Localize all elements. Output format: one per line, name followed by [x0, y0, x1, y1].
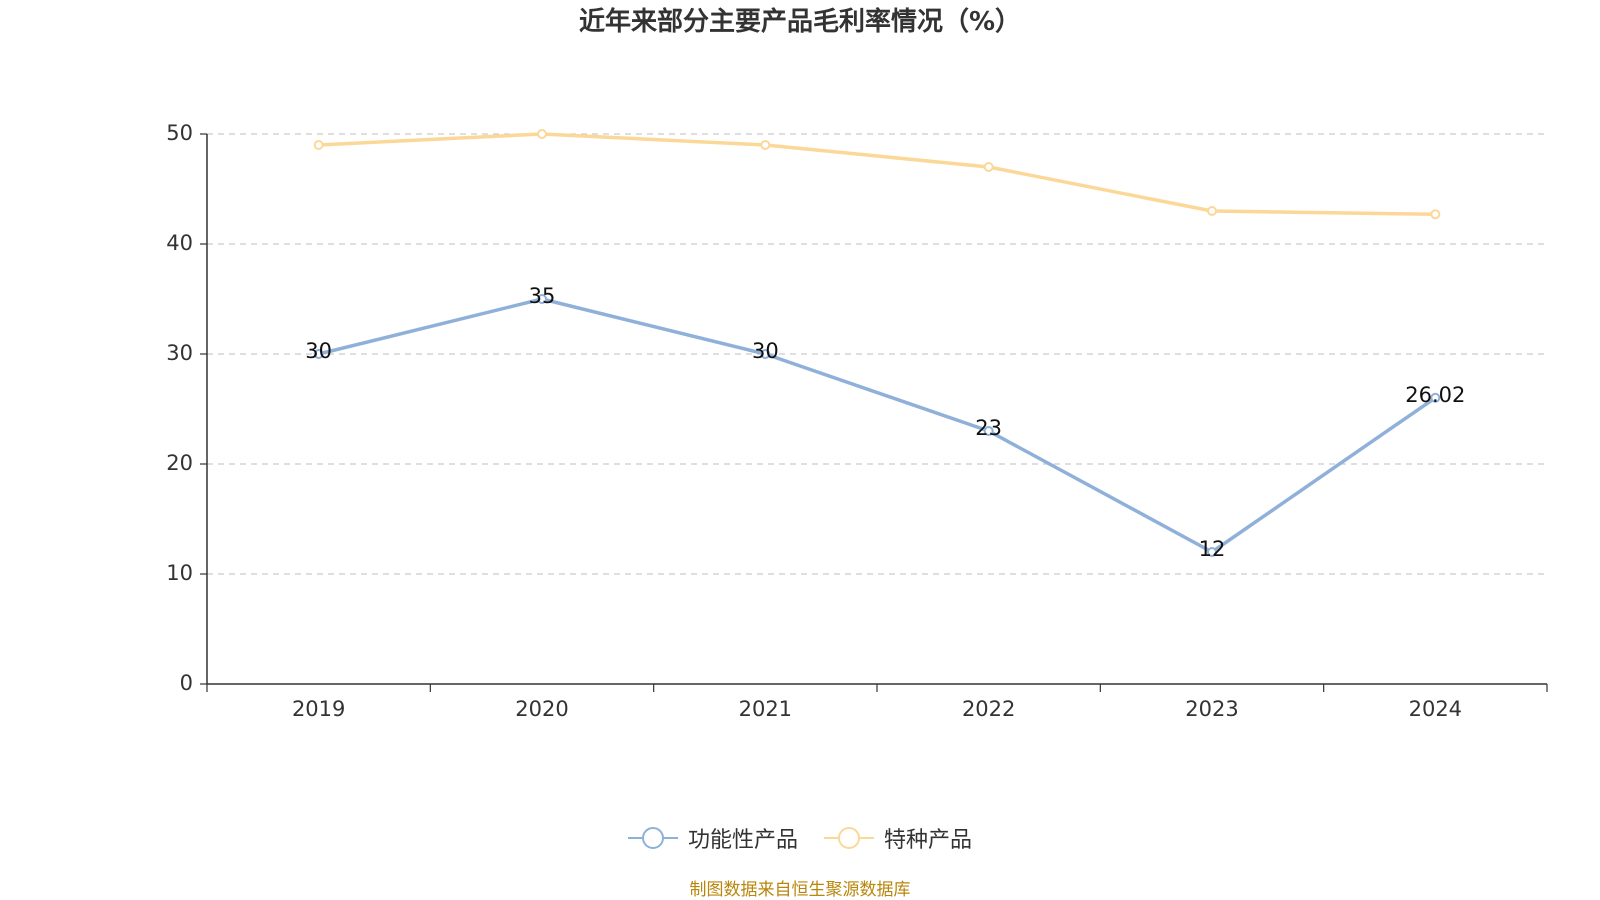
y-tick-label: 20 [166, 451, 193, 475]
series-line-1 [316, 297, 1438, 554]
series-2-point[interactable] [983, 162, 994, 172]
y-tick-label: 40 [166, 231, 193, 255]
data-label: 30 [305, 339, 332, 363]
series-1-point[interactable] [1430, 392, 1441, 403]
y-tick-label: 50 [166, 121, 193, 145]
series-1-point[interactable] [983, 426, 994, 436]
grid-lines [207, 133, 1547, 575]
data-label: 35 [529, 284, 556, 308]
series-lines [313, 129, 1441, 557]
x-tick-label: 2022 [962, 697, 1015, 721]
data-label: 26.02 [1405, 383, 1465, 407]
data-label: 23 [975, 416, 1002, 440]
axes: 0 10 20 30 40 50 2019 2020 2021 2022 2023 2024 [166, 121, 1548, 721]
series-1-point[interactable] [313, 349, 324, 359]
chart-title: 近年来部分主要产品毛利率情况（%） [578, 7, 1022, 37]
legend-label: 特种产品 [884, 828, 973, 853]
y-tick-label: 0 [180, 671, 193, 695]
data-labels: 30 35 30 23 12 26.02 [305, 284, 1465, 561]
series-1-point[interactable] [537, 294, 547, 304]
data-label: 30 [752, 339, 779, 363]
legend-line-circle-icon [627, 827, 678, 849]
x-tick-label: 2019 [292, 697, 345, 721]
series-1-point[interactable] [1207, 547, 1217, 557]
x-tick-label: 2021 [739, 697, 792, 721]
legend-label: 功能性产品 [687, 828, 798, 853]
x-tick-label: 2020 [515, 697, 568, 721]
source-note: 制图数据来自恒生聚源数据库 [689, 880, 911, 900]
series-2-point[interactable] [1207, 206, 1217, 216]
x-tick-label: 2024 [1409, 697, 1462, 721]
x-tick-label: 2023 [1185, 697, 1238, 721]
y-tick-label: 30 [166, 341, 193, 365]
legend-line-circle-icon [824, 827, 874, 849]
legend: 功能性产品 特种产品 [0, 822, 1600, 854]
series-1-point[interactable] [760, 349, 771, 359]
series-2-point[interactable] [313, 140, 324, 150]
series-2-point[interactable] [760, 140, 771, 150]
data-label: 12 [1199, 537, 1226, 561]
series-2-point[interactable] [1430, 209, 1441, 220]
legend-item-1[interactable]: 功能性产品 [627, 822, 798, 854]
legend-item-2[interactable]: 特种产品 [824, 822, 972, 854]
series-2-point[interactable] [537, 129, 547, 139]
y-tick-label: 10 [166, 561, 193, 585]
series-line-2 [316, 132, 1438, 217]
